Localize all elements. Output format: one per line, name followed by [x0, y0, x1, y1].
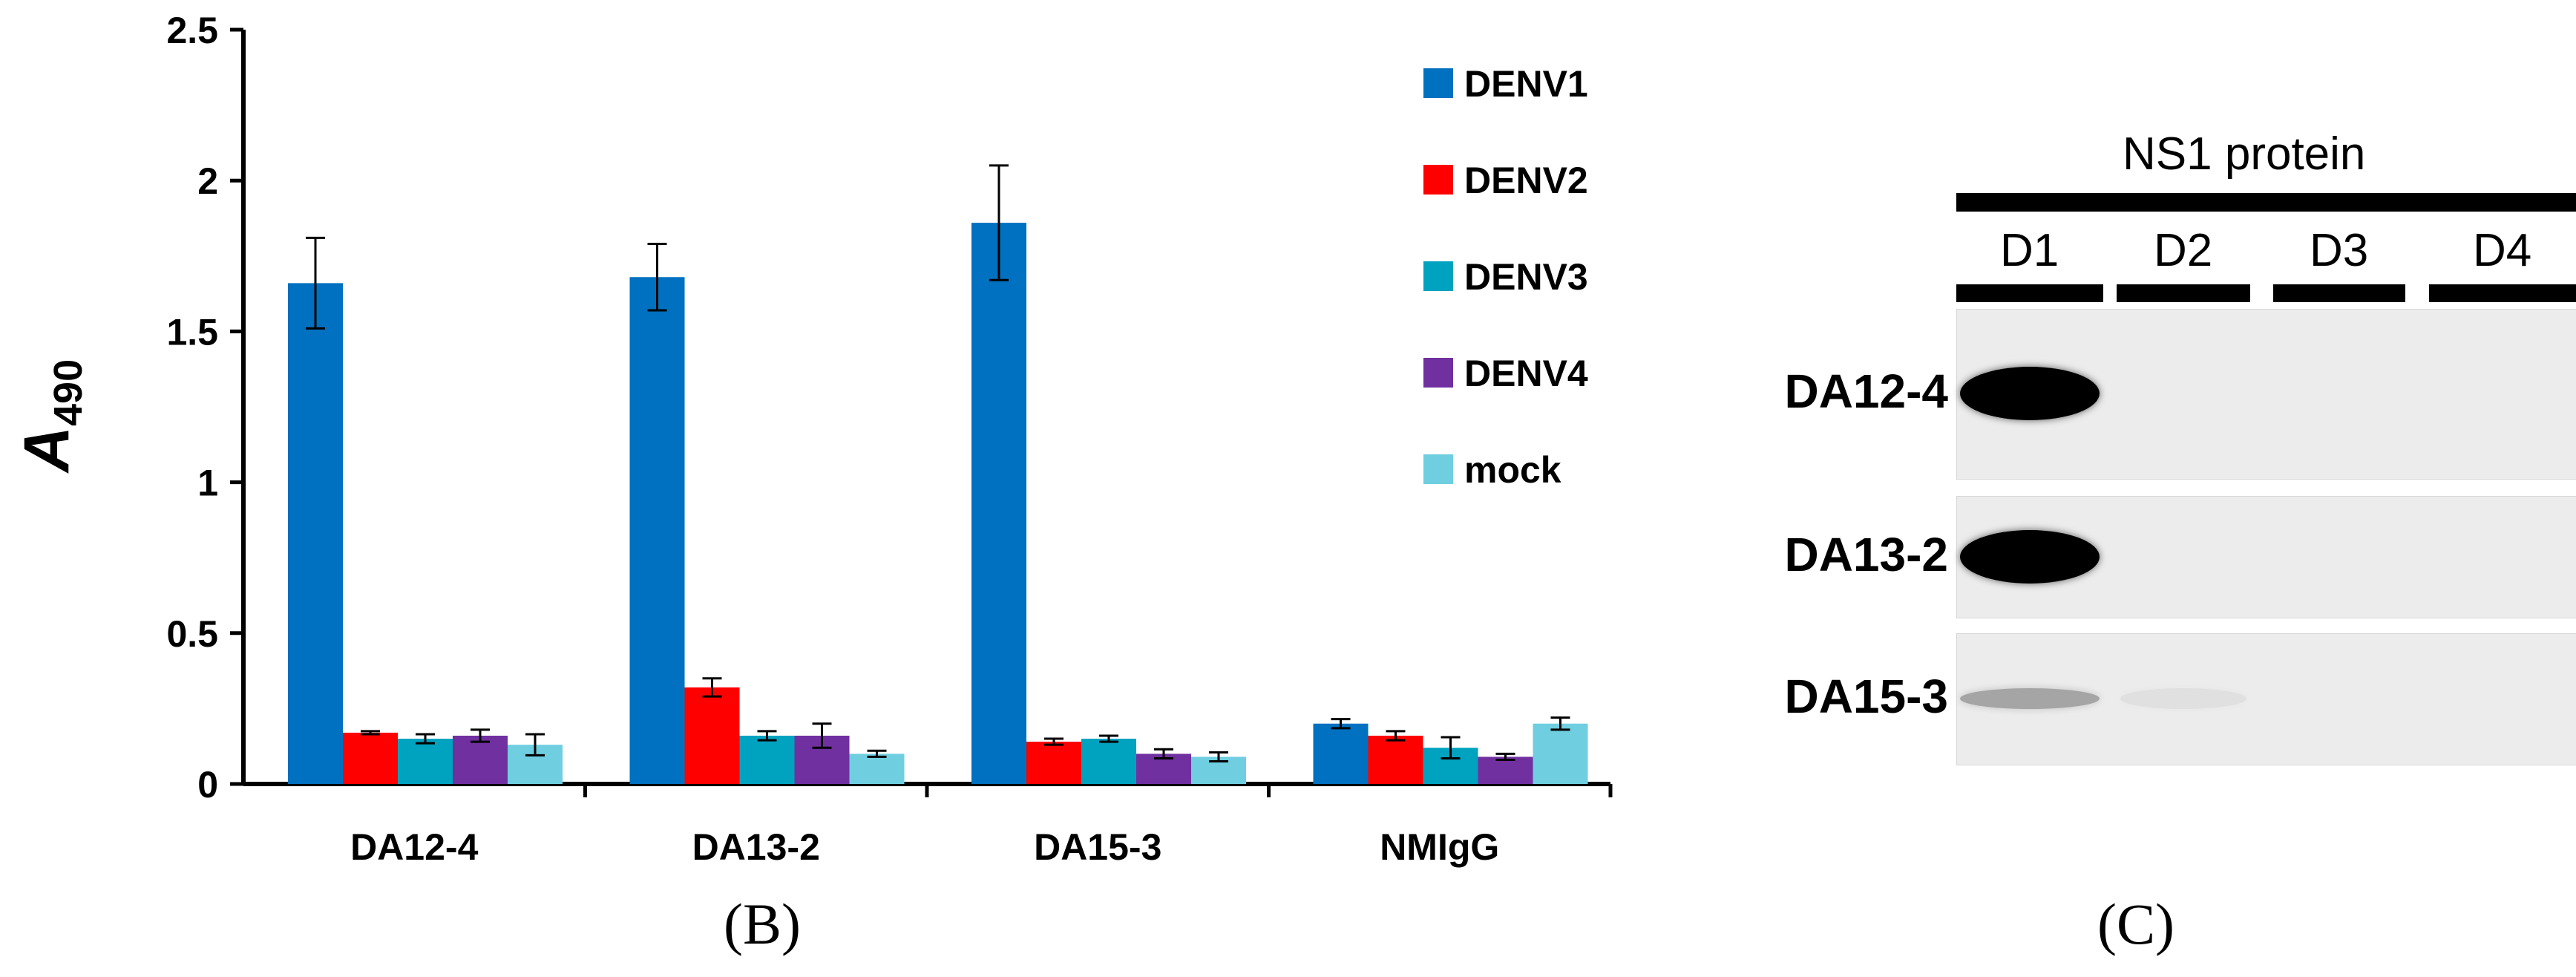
legend-swatch-denv3 [1423, 261, 1453, 291]
y-axis-label-main: A [11, 426, 82, 474]
lane-label-d1: D1 [2000, 225, 2059, 276]
legend-label-denv1: DENV1 [1464, 63, 1588, 105]
plot-area: 0 0.5 1 1.5 2 2.5 DA12-4 DA13-2 DA15-3 NMIgG DENV1… [166, 10, 1613, 868]
y-tick-label: 0 [197, 764, 218, 806]
bar-denv2-nmigg [1368, 735, 1423, 784]
blot-band [1960, 529, 2100, 584]
lane-bar-d3 [2273, 284, 2405, 302]
blot-row-label: DA13-2 [1784, 527, 1948, 581]
lane-bar-d1 [1956, 284, 2103, 302]
blot-band [1960, 688, 2100, 709]
legend-label-mock: mock [1464, 449, 1561, 491]
legend-label-denv2: DENV2 [1464, 160, 1588, 201]
legend-swatch-denv4 [1423, 358, 1453, 388]
blot-title: NS1 protein [2123, 128, 2366, 180]
bar-denv2-da15-3 [1026, 742, 1081, 784]
y-tick-label: 1 [197, 463, 218, 504]
y-axis-label: A490 [11, 359, 91, 474]
lane-label-d3: D3 [2310, 225, 2369, 276]
x-tick-label: DA15-3 [1034, 826, 1161, 868]
bar-denv2-da12-4 [343, 732, 398, 784]
bar-denv4-da12-4 [453, 735, 508, 784]
bar-mock-da13-2 [849, 754, 905, 784]
x-tick-label: DA12-4 [350, 826, 478, 868]
bar-mock-nmigg [1533, 723, 1588, 784]
legend-swatch-mock [1423, 454, 1453, 484]
bar-denv4-nmigg [1478, 757, 1533, 784]
lane-label-d2: D2 [2154, 225, 2213, 276]
x-tick-label: NMIgG [1380, 826, 1499, 868]
y-tick-label: 0.5 [166, 613, 218, 655]
lane-label-d4: D4 [2473, 225, 2532, 276]
bar-denv1-da15-3 [971, 223, 1026, 784]
bar-denv1-da12-4 [288, 283, 343, 785]
lane-bar-d2 [2117, 284, 2250, 302]
legend-swatch-denv2 [1423, 165, 1453, 195]
bar-denv3-da13-2 [739, 735, 795, 784]
blot-row-label: DA15-3 [1784, 670, 1948, 723]
y-axis-label-sub: 490 [46, 359, 91, 426]
y-tick-label: 2 [197, 160, 218, 202]
blot-header-bar [1956, 193, 2576, 212]
lane-bar-d4 [2429, 284, 2576, 302]
blot-band [2120, 688, 2246, 709]
legend-label-denv4: DENV4 [1464, 353, 1588, 394]
legend-swatch-denv1 [1423, 68, 1453, 98]
bar-denv1-da13-2 [629, 277, 685, 784]
x-tick-label: DA13-2 [692, 826, 820, 868]
panel-b-label: (B) [724, 892, 801, 956]
bar-denv1-nmigg [1313, 723, 1369, 784]
y-tick-label: 2.5 [166, 10, 218, 51]
y-tick-label: 1.5 [166, 311, 218, 353]
panel-c-label: (C) [2097, 892, 2174, 956]
blot-row-label: DA12-4 [1784, 365, 1948, 418]
legend-label-denv3: DENV3 [1464, 256, 1588, 298]
bar-denv2-da13-2 [684, 687, 740, 784]
bar-denv3-da12-4 [398, 739, 453, 784]
bar-denv3-da15-3 [1081, 739, 1136, 784]
blot-band [1960, 367, 2100, 420]
